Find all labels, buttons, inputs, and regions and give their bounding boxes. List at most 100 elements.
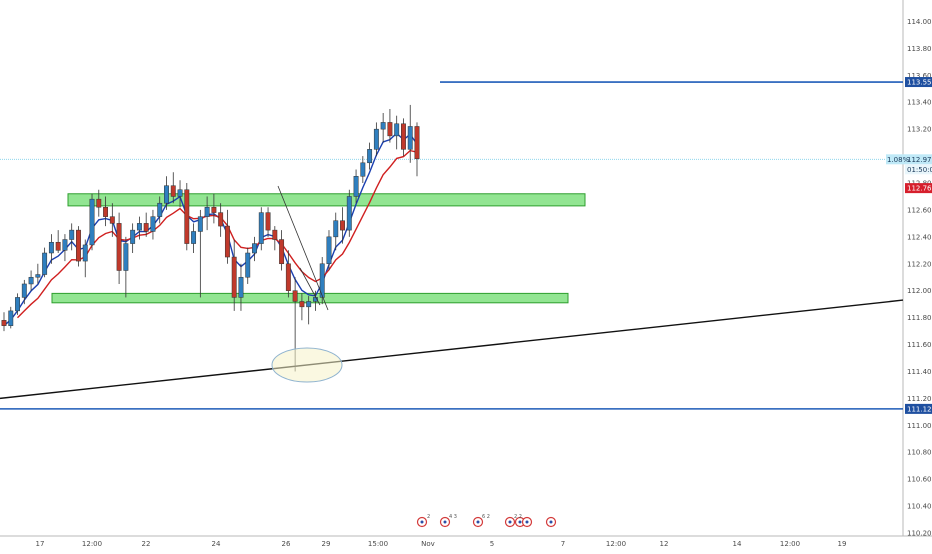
candle-body: [238, 276, 244, 298]
candle-body: [69, 229, 75, 240]
candle-body: [211, 206, 217, 213]
candle-body: [326, 236, 332, 265]
candle-body: [170, 185, 176, 197]
support-badge: 111.122: [907, 405, 932, 413]
candle-body: [340, 220, 345, 231]
candle-body: [164, 185, 169, 204]
y-tick-label: 112.400: [907, 233, 932, 241]
candle-body: [367, 149, 373, 164]
x-tick-label: Nov: [421, 540, 435, 548]
candle-body: [333, 220, 339, 238]
x-tick-label: 22: [142, 540, 151, 548]
y-tick-label: 110.600: [907, 476, 932, 484]
ma-badge: 112.762: [907, 185, 932, 193]
candle-body: [306, 301, 312, 308]
upper-zone: [67, 193, 586, 207]
x-tick-label: 29: [322, 540, 331, 548]
candle-body: [8, 310, 14, 326]
candle-body: [353, 176, 359, 197]
candle-body: [35, 274, 41, 278]
y-tick-label: 113.800: [907, 45, 932, 53]
candle-body: [1, 320, 7, 326]
y-tick-label: 110.200: [907, 530, 932, 538]
candle-body: [224, 225, 230, 258]
candle-body: [414, 126, 420, 160]
x-tick-label: 15:00: [368, 540, 388, 548]
flag-icon-center: [525, 520, 529, 524]
x-tick-label: 26: [282, 540, 291, 548]
candle-body: [42, 252, 48, 275]
y-tick-label: 111.800: [907, 314, 932, 322]
fan-line: [277, 185, 329, 311]
candle-body: [373, 128, 379, 150]
y-tick-label: 110.400: [907, 503, 932, 511]
candle-body: [231, 256, 237, 298]
candle-body: [380, 122, 386, 130]
candle-body: [401, 123, 406, 150]
current-pct: 1.08%: [887, 156, 910, 164]
candle-body: [258, 212, 264, 244]
candle-body: [312, 297, 318, 302]
candle-body: [394, 123, 400, 137]
event-label: 2 2: [514, 514, 522, 520]
flag-icon-center: [476, 520, 480, 524]
resistance-badge-bg: [905, 77, 932, 88]
y-tick-label: 111.600: [907, 341, 932, 349]
candle-body: [177, 189, 183, 197]
resistance-badge: 113.550: [907, 79, 932, 87]
y-tick-label: 112.600: [907, 206, 932, 214]
current-price-badge-bg: [886, 154, 932, 165]
flag-icon-center: [518, 520, 522, 524]
event-label: 4 3: [449, 514, 457, 520]
candle-body: [116, 223, 122, 271]
candle-body: [245, 252, 251, 278]
candle-body: [272, 229, 278, 240]
y-tick-label: 112.200: [907, 260, 932, 268]
event-label: 2: [427, 514, 430, 520]
countdown: 01:50:04: [907, 166, 932, 174]
candle-body: [103, 206, 109, 217]
fan-line: [299, 267, 321, 306]
current-price: 112.976: [907, 156, 932, 164]
x-tick-label: 12:00: [780, 540, 800, 548]
candle-body: [157, 202, 163, 217]
highlight-ellipse: [271, 347, 343, 383]
candle-body: [150, 216, 156, 232]
y-tick-label: 111.200: [907, 395, 932, 403]
candle-body: [285, 263, 291, 291]
y-tick-label: 111.400: [907, 368, 932, 376]
x-tick-label: 24: [212, 540, 221, 548]
event-label: 6 2: [482, 514, 490, 520]
x-tick-label: 5: [490, 540, 494, 548]
countdown-bg: [905, 164, 932, 175]
candle-body: [387, 122, 393, 137]
candle-body: [48, 241, 54, 254]
ma-badge-bg: [905, 183, 932, 194]
candle-body: [55, 241, 61, 251]
candle-body: [109, 216, 115, 224]
candle-body: [82, 244, 88, 262]
candle-body: [89, 198, 95, 246]
candle-body: [218, 212, 224, 227]
flag-icon-center: [508, 520, 512, 524]
x-tick-label: 12:00: [82, 540, 102, 548]
candle-body: [28, 276, 34, 285]
candle-body: [299, 301, 305, 308]
flag-icon-center: [420, 520, 424, 524]
x-tick-label: 17: [36, 540, 45, 548]
candle-body: [204, 206, 210, 217]
y-tick-label: 110.800: [907, 449, 932, 457]
x-tick-label: 19: [838, 540, 847, 548]
x-tick-label: 12: [660, 540, 669, 548]
candle-body: [96, 198, 102, 208]
candle-body: [15, 297, 20, 312]
candle-body: [136, 223, 142, 231]
candle-body: [407, 126, 413, 150]
candle-body: [62, 239, 68, 251]
candle-body: [360, 162, 366, 177]
candle-body: [346, 196, 352, 231]
candle-body: [319, 263, 325, 298]
candle-body: [279, 239, 285, 265]
